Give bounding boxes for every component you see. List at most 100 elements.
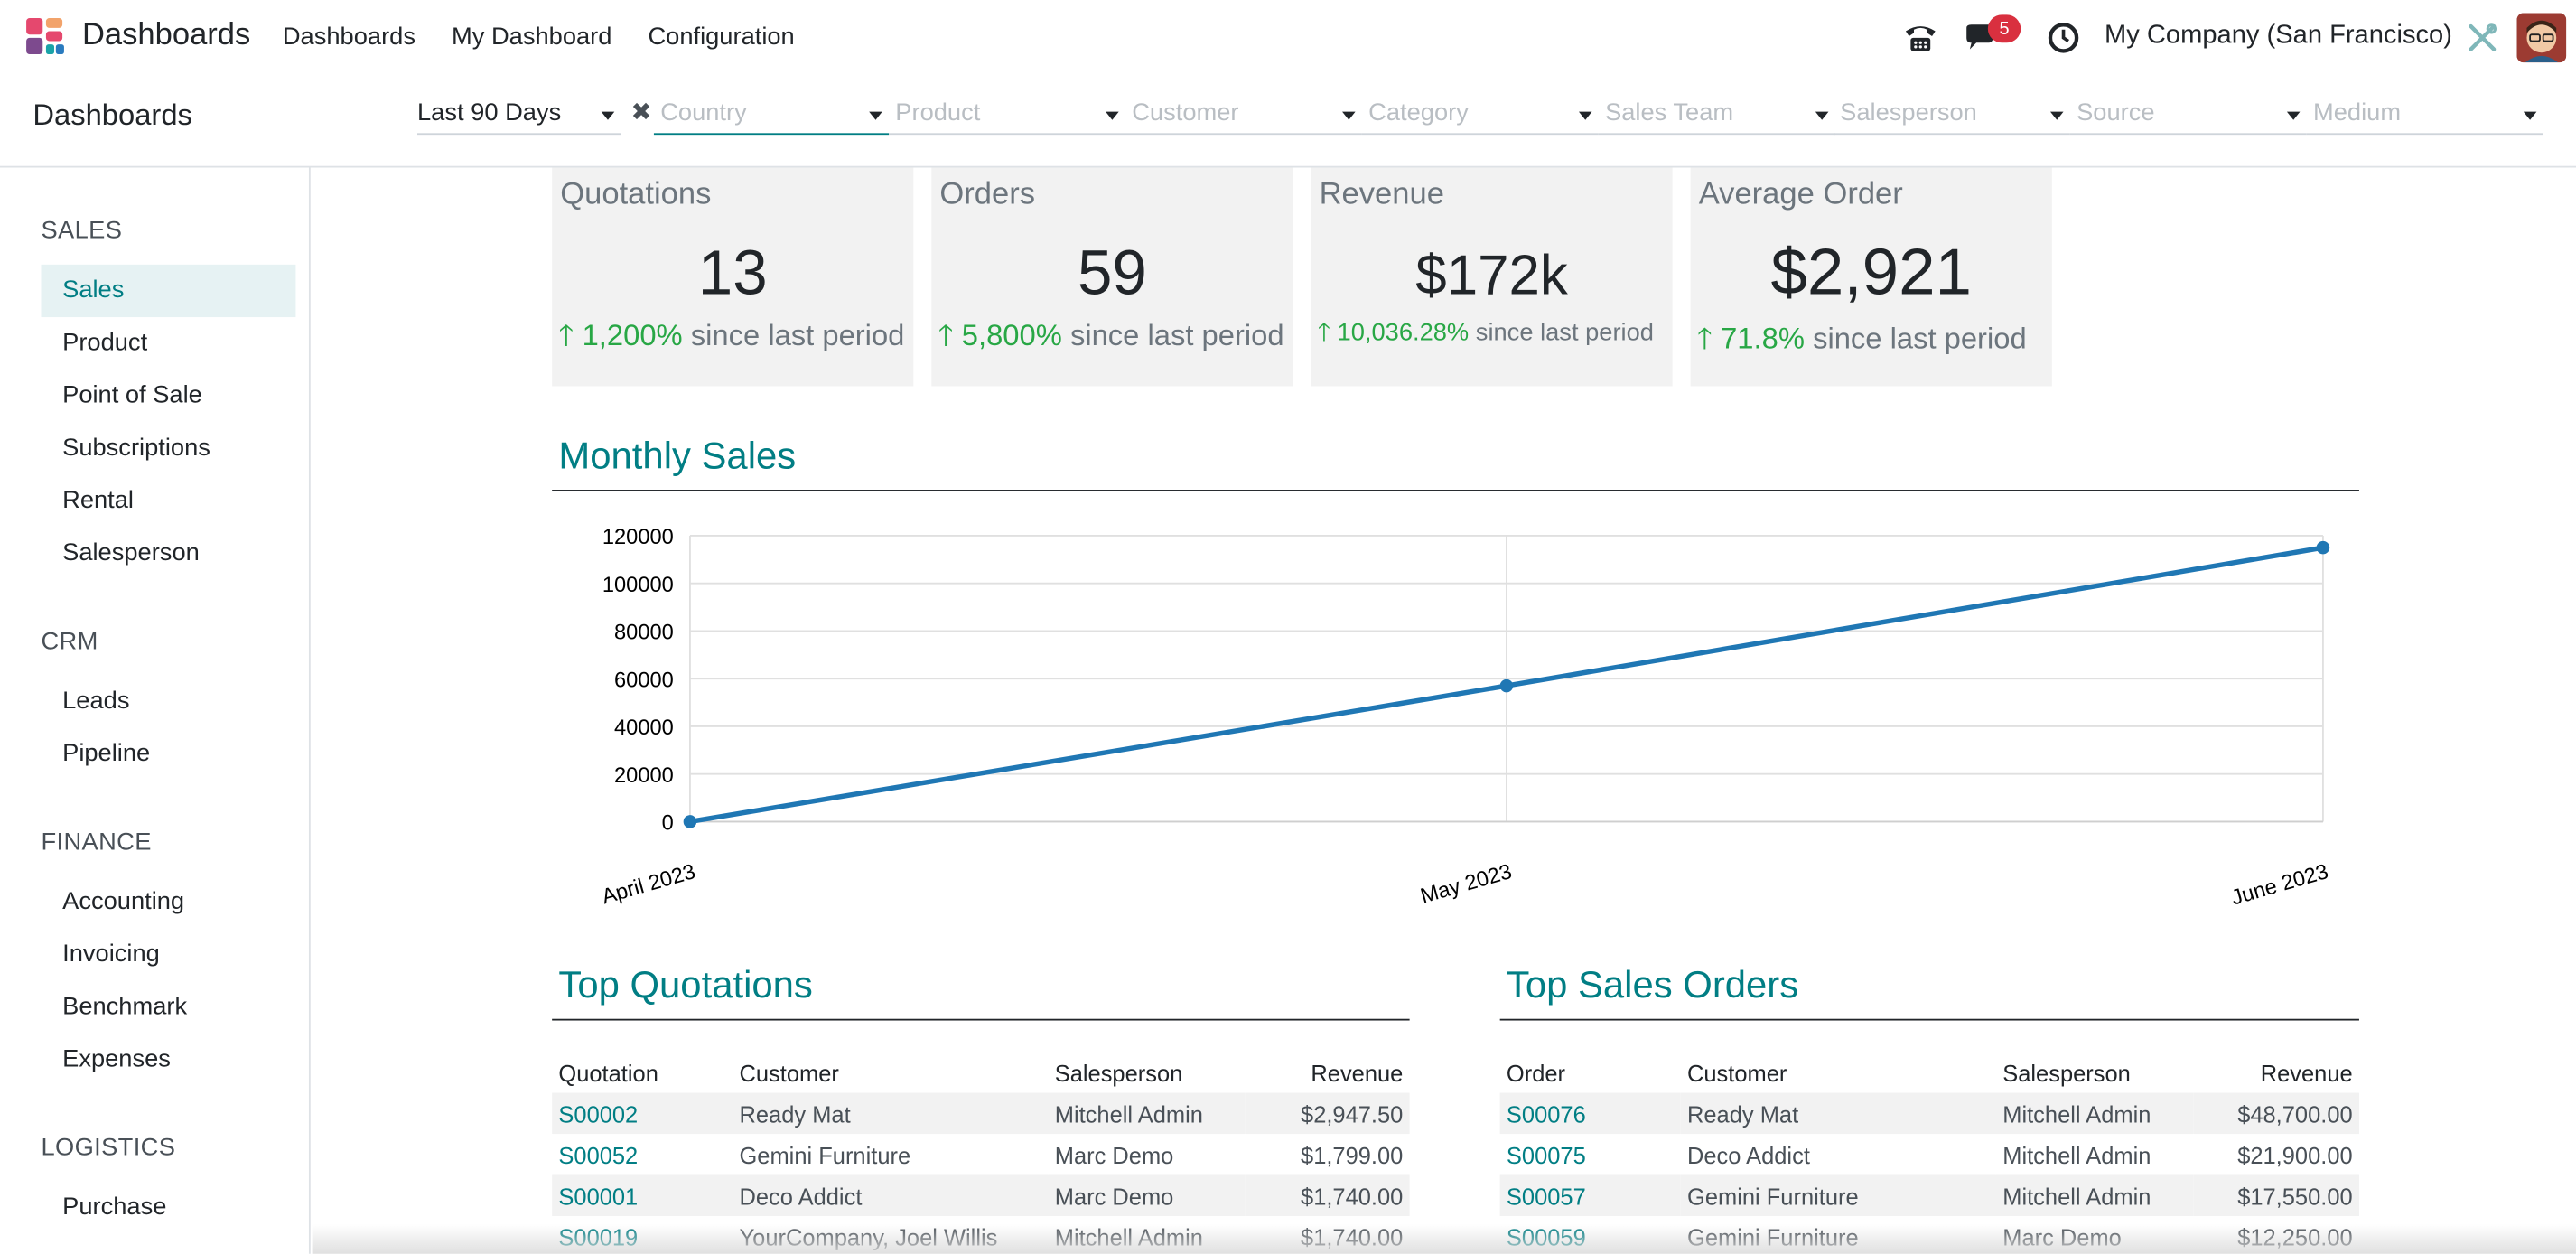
record-link[interactable]: S00076 [1499,1092,1681,1135]
monthly-sales-chart-svg: 0 20000 40000 60000 80000 100000 120000 April 2… [599,526,2330,910]
salesperson-cell: Marc Demo [1054,1141,1174,1168]
date-filter-select[interactable]: Last 90 Days [417,95,621,136]
company-switcher[interactable]: My Company (San Francisco) [2105,21,2452,50]
sidebar-item-subscriptions[interactable]: Subscriptions [62,434,210,463]
category-filter[interactable]: Category [1361,95,1599,136]
kpi-trend-percent: 1,200% [582,318,683,352]
sidebar-item-point-of-sale[interactable]: Point of Sale [62,380,202,409]
kpi-trend-suffix: since last period [1813,322,2027,355]
sidebar-item-benchmark[interactable]: Benchmark [62,992,188,1021]
clock-icon[interactable] [2046,20,2082,56]
sidebar-item-rental[interactable]: Rental [62,486,134,515]
table-row[interactable]: S00075 Deco Addict Mitchell Admin $21,900.0… [1500,1134,2359,1174]
table-row[interactable]: S00057 Gemini Furniture Mitchell Admin $17,… [1499,1174,2359,1216]
dashboards-app-icon[interactable] [24,16,67,59]
menu-my-dashboard[interactable]: My Dashboard [451,23,612,51]
customer-cell: Ready Mat [733,1092,1049,1135]
sidebar-item-sales[interactable]: Sales [41,264,296,318]
sidebar-item-purchase[interactable]: Purchase [62,1193,167,1221]
country-filter-placeholder: Country [660,98,747,127]
sidebar-item-invoicing[interactable]: Invoicing [62,940,160,969]
y-tick-label: 40000 [614,716,674,740]
country-filter[interactable]: Country [653,95,890,136]
monthly-sales-chart: 0 20000 40000 60000 80000 100000 120000 April 2… [552,512,2359,910]
top-menu: Dashboards My Dashboard Configuration [283,23,795,51]
table-row[interactable]: S00052 Gemini Furniture Marc Demo $1,799.00 [552,1134,1409,1174]
salesperson-cell: Mitchell Admin [2002,1141,2151,1168]
kpi-revenue[interactable]: Revenue $172k 🡑 10,036.28% since last pe… [1311,167,1673,387]
record-link[interactable]: S00057 [1499,1174,1681,1216]
phone-icon[interactable] [1902,20,1938,56]
column-header[interactable]: Revenue [1311,1059,1404,1086]
sidebar-item-accounting[interactable]: Accounting [62,887,185,916]
menu-configuration[interactable]: Configuration [648,23,795,51]
sidebar-section-logistics: LOGISTICS [41,1134,176,1162]
customer-cell: Ready Mat [1680,1092,1996,1135]
kpi-trend: 🡑 71.8% since last period [1697,319,2027,369]
menu-dashboards[interactable]: Dashboards [282,23,415,51]
column-header[interactable]: Order [1506,1059,1566,1086]
kpi-title: Orders [939,177,1036,212]
kpi-average-order[interactable]: Average Order $2,921 🡑 71.8% since last … [1690,167,2052,387]
record-link[interactable]: S00001 [552,1174,733,1216]
salesperson-filter[interactable]: Salesperson [1833,95,2070,136]
dashboard-sidebar: SALES Sales Product Point of Sale Subscr… [0,167,311,1254]
kpi-quotations[interactable]: Quotations 13 🡑 1,200% since last period [552,167,914,387]
sidebar-section-crm: CRM [41,627,98,656]
sidebar-item-salesperson[interactable]: Salesperson [62,538,200,567]
sidebar-item-pipeline[interactable]: Pipeline [62,739,151,768]
source-filter[interactable]: Source [2069,95,2307,136]
date-filter-value: Last 90 Days [417,98,562,127]
column-header[interactable]: Customer [1687,1059,1787,1086]
table-row[interactable]: S00002 Ready Mat Mitchell Admin $2,947.50 [552,1092,1410,1135]
customer-cell: Deco Addict [1687,1141,1810,1168]
chevron-down-icon [869,111,882,120]
tools-icon[interactable] [2464,20,2500,56]
sidebar-section-sales: SALES [41,217,123,246]
clear-filter-icon[interactable]: ✖ [630,98,652,127]
salesperson-cell: Marc Demo [1048,1174,1246,1216]
kpi-trend-percent: 71.8% [1721,322,1805,355]
scroll-fade [312,1224,2576,1254]
table-row[interactable]: S00001 Deco Addict Marc Demo $1,740.00 [552,1174,1410,1216]
sidebar-item-leads[interactable]: Leads [62,687,130,716]
kpi-trend: 🡑 5,800% since last period [938,315,1284,365]
record-link[interactable]: S00052 [558,1141,639,1168]
y-tick-label: 120000 [602,526,674,549]
column-header[interactable]: Salesperson [1054,1059,1183,1086]
column-header[interactable]: Salesperson [2002,1059,2131,1086]
user-avatar[interactable] [2516,13,2567,63]
kpi-trend: 🡑 10,036.28% since last period [1318,315,1654,356]
sales-team-filter-placeholder: Sales Team [1605,98,1734,127]
breadcrumb[interactable]: Dashboards [33,98,192,132]
kpi-trend-suffix: since last period [690,318,905,352]
sales-team-filter[interactable]: Sales Team [1598,95,1835,136]
column-header[interactable]: Quotation [558,1059,658,1086]
product-filter[interactable]: Product [889,95,1125,136]
chevron-down-icon [2286,111,2301,120]
column-header[interactable]: Revenue [2260,1059,2353,1086]
kpi-value: $2,921 [1770,236,1972,309]
kpi-trend-suffix: since last period [1475,318,1654,347]
sidebar-item-product[interactable]: Product [62,328,148,357]
chat-icon[interactable] [1962,20,1998,56]
category-filter-placeholder: Category [1368,98,1469,127]
y-tick-label: 80000 [614,622,674,645]
sidebar-item-expenses[interactable]: Expenses [62,1044,171,1073]
revenue-cell: $21,900.00 [2237,1141,2353,1168]
column-header[interactable]: Customer [739,1059,839,1086]
control-panel: Dashboards Last 90 Days ✖ Country Produc… [0,75,2576,168]
record-link[interactable]: S00002 [552,1092,733,1135]
record-link[interactable]: S00075 [1506,1141,1586,1168]
app-title[interactable]: Dashboards [81,18,251,53]
product-filter-placeholder: Product [895,98,981,127]
salesperson-cell: Mitchell Admin [1995,1174,2194,1216]
kpi-orders[interactable]: Orders 59 🡑 5,800% since last period [931,167,1293,387]
customer-filter[interactable]: Customer [1125,95,1362,136]
medium-filter[interactable]: Medium [2306,95,2543,136]
data-point [2316,540,2330,555]
kpi-title: Revenue [1319,177,1444,212]
customer-cell: Deco Addict [733,1174,1049,1216]
table-row[interactable]: S00076 Ready Mat Mitchell Admin $48,700.00 [1499,1092,2359,1135]
